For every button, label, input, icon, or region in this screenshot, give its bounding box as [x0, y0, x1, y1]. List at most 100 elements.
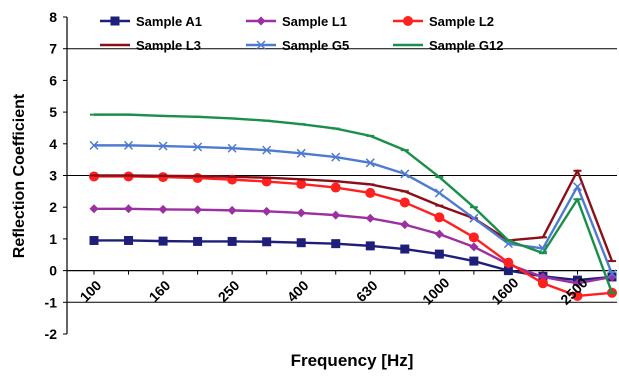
data-point [89, 235, 99, 245]
x-axis-title: Frequency [Hz] [291, 351, 414, 370]
x-tick-label: 100 [77, 277, 105, 305]
legend-entry: Sample L2 [393, 14, 494, 29]
data-point [331, 152, 341, 162]
data-point [296, 179, 307, 190]
data-point [193, 236, 203, 246]
y-tick-label: -2 [45, 326, 58, 342]
y-tick-label: 0 [49, 263, 57, 279]
data-point [89, 140, 99, 150]
data-point [400, 220, 410, 230]
data-point [572, 278, 582, 288]
data-point [468, 232, 479, 243]
data-point [331, 210, 341, 220]
legend-entry: Sample G5 [246, 38, 349, 53]
legend-label: Sample L1 [282, 14, 347, 29]
data-point [434, 188, 444, 198]
y-tick-labels: 8 7 6 5 4 3 2 1 0 -1 -2 [45, 9, 58, 342]
legend-entry: Sample L3 [100, 38, 201, 53]
data-point [365, 187, 376, 198]
data-point [158, 141, 168, 151]
x-tick-label: 250 [215, 277, 243, 305]
data-point [124, 204, 134, 214]
data-point [158, 172, 169, 183]
data-point [124, 235, 134, 245]
data-point [330, 182, 341, 193]
series-line [94, 113, 614, 294]
y-tick-label: 5 [49, 104, 57, 120]
data-point [158, 236, 168, 246]
data-point [469, 242, 479, 252]
data-point [227, 236, 237, 246]
legend-label: Sample L3 [136, 38, 201, 53]
data-point [256, 16, 266, 26]
data-point [193, 142, 203, 152]
y-tick-label: 3 [49, 168, 57, 184]
data-point [296, 238, 306, 248]
data-point [399, 197, 410, 208]
series-2 [89, 204, 617, 288]
legend-label: Sample A1 [136, 14, 202, 29]
data-point [365, 158, 375, 168]
legend-entry: Sample A1 [100, 14, 202, 29]
data-point [110, 16, 120, 26]
data-point [607, 269, 617, 279]
series-line [94, 175, 613, 298]
data-point [331, 239, 341, 249]
data-point [434, 249, 444, 259]
data-point [469, 213, 479, 223]
data-point [400, 244, 410, 254]
y-tick-label: 8 [49, 9, 57, 25]
series-line [94, 169, 614, 262]
legend-label: Sample G5 [282, 38, 349, 53]
data-point [434, 212, 445, 223]
y-axis-title: Reflection Coefficient [11, 93, 28, 258]
data-point [403, 16, 413, 26]
y-tick-label: 6 [49, 72, 57, 88]
data-point [227, 143, 237, 153]
data-point [572, 182, 582, 192]
y-tick-label: 4 [49, 136, 57, 152]
series-lines [89, 113, 617, 301]
series-3 [89, 171, 617, 301]
data-point [572, 290, 583, 301]
legend-label: Sample L2 [429, 14, 494, 29]
data-point [607, 272, 617, 282]
legend-entry: Sample G12 [393, 38, 503, 53]
data-point [469, 256, 479, 266]
data-point [296, 208, 306, 218]
data-point [434, 229, 444, 239]
data-point [537, 278, 548, 289]
series-4 [90, 169, 616, 263]
data-point [158, 204, 168, 214]
data-point [262, 145, 272, 155]
data-point [192, 173, 203, 184]
data-point [262, 237, 272, 247]
x-tick-label: 630 [353, 277, 381, 305]
x-tick-label: 400 [284, 277, 312, 305]
data-point [89, 204, 99, 214]
y-tick-label: 7 [49, 41, 57, 57]
data-point [262, 206, 272, 216]
data-point [503, 257, 514, 268]
legend: Sample A1 Sample L1 Sample L2 Sample L3 Samp… [100, 14, 503, 53]
x-tick-label: 160 [146, 277, 174, 305]
series-6 [90, 113, 616, 294]
data-point [503, 266, 513, 276]
legend-label: Sample G12 [429, 38, 503, 53]
data-point [296, 148, 306, 158]
data-point [365, 213, 375, 223]
data-point [256, 40, 266, 50]
y-tick-label: 2 [49, 199, 57, 215]
series-line [94, 207, 613, 285]
data-point [124, 140, 134, 150]
y-tick-label: 1 [49, 231, 57, 247]
data-point [400, 169, 410, 179]
series-1 [89, 235, 617, 285]
data-point [365, 241, 375, 251]
legend-entry: Sample L1 [246, 14, 347, 29]
y-tick-label: -1 [45, 294, 58, 310]
data-point [193, 205, 203, 215]
data-point [227, 205, 237, 215]
